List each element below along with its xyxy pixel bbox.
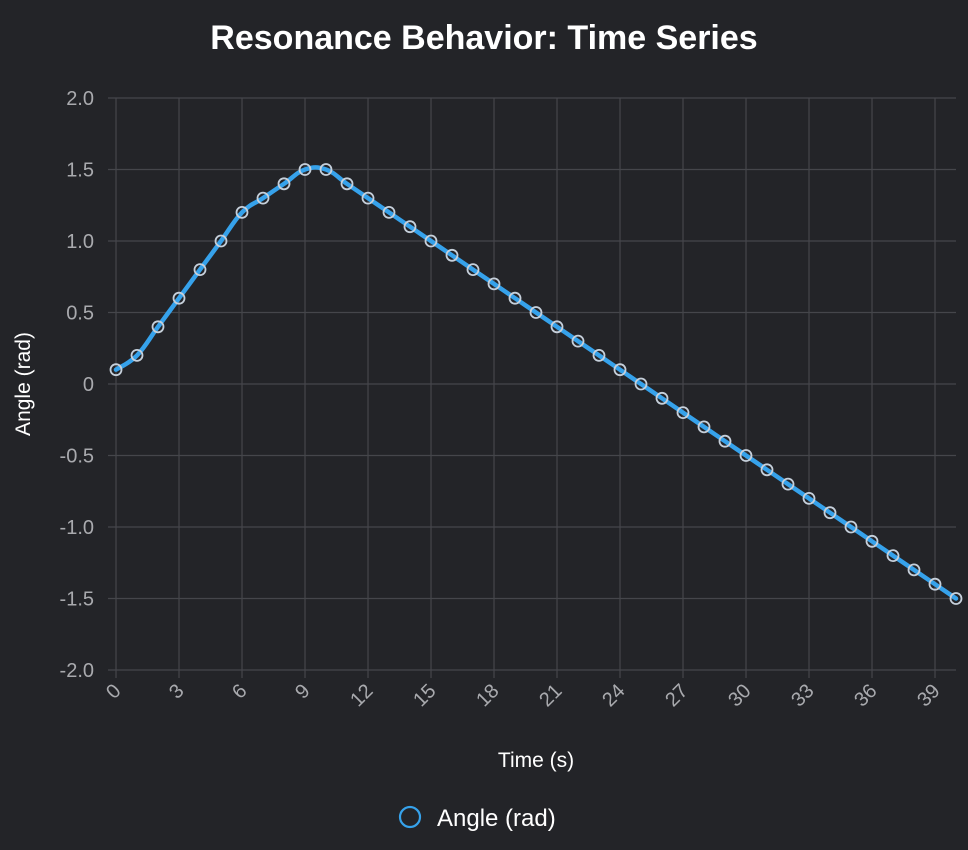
series-line [113,165,959,601]
y-axis-label: Angle (rad) [12,332,35,436]
y-tick-label: 0.5 [66,303,94,325]
y-tick-label: -0.5 [60,446,94,468]
data-point[interactable] [424,234,438,248]
data-point[interactable] [823,506,837,520]
data-point[interactable] [634,377,648,391]
data-point[interactable] [151,320,165,334]
legend-label: Angle (rad) [437,805,556,832]
data-point[interactable] [172,291,186,305]
x-axis-ticks: 0 3 6 9 12 15 18 21 24 27 30 33 36 39 [102,680,944,711]
x-tick-label: 9 [291,680,314,703]
data-point[interactable] [592,348,606,362]
y-tick-label: -1.0 [60,517,94,539]
data-point[interactable] [256,191,270,205]
x-axis-label: Time (s) [498,749,574,772]
data-point[interactable] [130,348,144,362]
data-point[interactable] [529,306,543,319]
y-tick-label: 2.0 [66,88,94,110]
data-point[interactable] [781,477,795,491]
data-point[interactable] [109,363,123,377]
y-tick-label: -1.5 [60,589,94,611]
data-point[interactable] [802,491,816,505]
x-tick-label: 33 [787,680,818,711]
legend[interactable]: Angle (rad) [398,805,556,832]
grid-lines [108,97,956,678]
x-tick-label: 24 [598,680,629,711]
x-tick-label: 15 [409,680,440,711]
data-point[interactable] [886,549,900,562]
y-tick-label: 1.0 [66,231,94,253]
data-point[interactable] [298,163,312,176]
x-tick-label: 30 [724,680,755,711]
data-point[interactable] [466,263,480,277]
data-point[interactable] [928,577,942,591]
x-tick-label: 21 [535,680,566,711]
data-point[interactable] [277,177,291,191]
x-tick-label: 18 [472,680,503,711]
x-tick-label: 39 [913,680,944,711]
chart-title: Resonance Behavior: Time Series [210,19,757,57]
data-point[interactable] [508,291,522,305]
data-point[interactable] [382,205,396,219]
y-tick-label: 1.5 [66,160,94,182]
x-tick-label: 3 [165,680,188,703]
data-point[interactable] [739,449,753,462]
data-point[interactable] [844,520,858,534]
data-point[interactable] [676,406,690,420]
x-tick-label: 0 [102,680,125,703]
data-point[interactable] [718,434,732,448]
data-point[interactable] [214,234,228,248]
data-point[interactable] [193,263,207,277]
data-point[interactable] [907,563,921,577]
y-tick-label: -2.0 [60,660,94,682]
y-axis-ticks: 2.0 1.5 1.0 0.5 0 -0.5 -1.0 -1.5 -2.0 [60,88,94,682]
data-point[interactable] [361,191,375,205]
data-point[interactable] [235,205,249,219]
y-tick-label: 0 [83,374,94,396]
data-point[interactable] [760,463,774,477]
data-point[interactable] [571,334,585,348]
series-angle [109,163,963,605]
data-point[interactable] [445,248,459,262]
data-point[interactable] [697,420,711,434]
data-point[interactable] [655,391,669,405]
x-tick-label: 36 [850,680,881,711]
data-point[interactable] [865,534,879,548]
data-point[interactable] [613,363,627,377]
data-point[interactable] [319,163,333,176]
data-point[interactable] [949,592,963,605]
legend-marker [398,805,422,829]
x-tick-label: 12 [346,680,377,711]
data-point[interactable] [403,220,417,234]
x-tick-label: 27 [661,680,692,711]
data-point[interactable] [550,320,564,334]
x-tick-label: 6 [228,680,251,703]
data-point[interactable] [487,277,501,291]
data-point[interactable] [340,177,354,191]
